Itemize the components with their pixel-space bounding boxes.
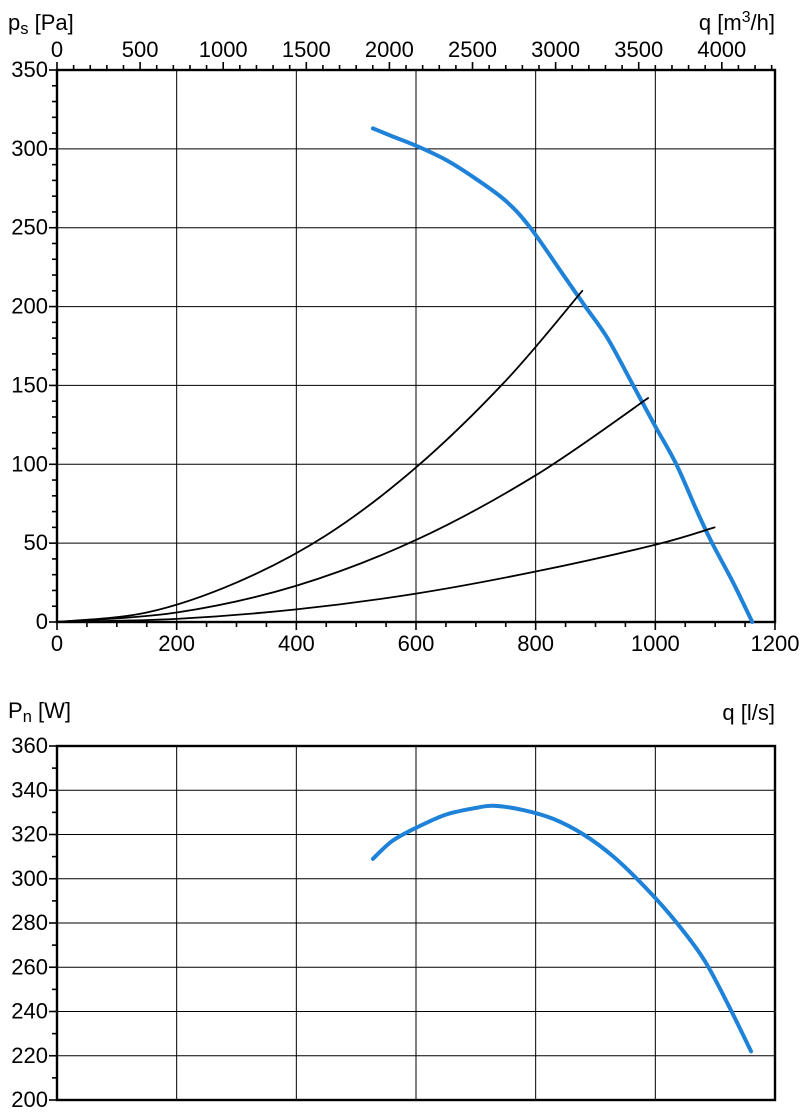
x-bottom-tick-label: 200	[158, 631, 195, 656]
x-bottom-tick-label: 1000	[631, 631, 680, 656]
pressure-axis-title-suffix: [Pa]	[28, 9, 74, 35]
y-tick-label: 320	[11, 822, 48, 847]
y-tick-label: 50	[24, 530, 48, 555]
y-tick-label: 250	[11, 215, 48, 240]
y-tick-label: 260	[11, 954, 48, 979]
y-tick-label: 300	[11, 136, 48, 161]
y-tick-label: 100	[11, 451, 48, 476]
x-top-tick-label: 500	[122, 37, 159, 62]
fan-curve	[370, 126, 755, 624]
x-top-tick-label: 1000	[199, 37, 248, 62]
power-vs-flow-chart: 200 220 240 260 280 300 320 340 360	[11, 733, 777, 1112]
flow-m3h-axis-title-suffix: /h]	[750, 9, 775, 35]
x-top-tick-label: 3500	[614, 37, 663, 62]
x-top-tick-label: 4000	[697, 37, 746, 62]
plot-frame	[55, 744, 777, 1102]
flow-ls-axis-title: q [l/s]	[722, 696, 775, 731]
y-tick-label: 220	[11, 1043, 48, 1068]
x-top-tick-label: 1500	[282, 37, 331, 62]
plot-frame	[55, 68, 777, 624]
power-axis-title-sub: n	[22, 708, 32, 727]
y-tick-label: 240	[11, 999, 48, 1024]
y-tick-label: 150	[11, 372, 48, 397]
power-axis-title: Pn [W]	[8, 694, 71, 729]
y-tick-label: 280	[11, 910, 48, 935]
x-top-tick-label: 2500	[448, 37, 497, 62]
power-axis-title-prefix: P	[8, 697, 23, 723]
y-tick-label: 0	[36, 609, 48, 634]
system-curve-1	[56, 289, 584, 623]
x-top-tick-label: 2000	[365, 37, 414, 62]
system-curve-2	[56, 397, 650, 623]
pressure-axis-title-sub: s	[20, 20, 29, 39]
x-bottom-tick-label: 800	[517, 631, 554, 656]
flow-m3h-axis-title-sup: 3	[741, 9, 751, 26]
x-bottom-tick-label: 0	[51, 631, 63, 656]
flow-m3h-axis-title-prefix: q [m	[698, 9, 742, 35]
system-curve-3	[56, 526, 716, 623]
x-top-tick-label: 0	[51, 37, 63, 62]
y-tick-label: 360	[11, 733, 48, 758]
y-tick-label: 200	[11, 1087, 48, 1112]
x-bottom-tick-label: 1200	[751, 631, 800, 656]
y-tick-label: 300	[11, 866, 48, 891]
power-curve	[370, 803, 754, 1054]
x-top-tick-label: 3000	[531, 37, 580, 62]
y-tick-label: 350	[11, 57, 48, 82]
x-bottom-tick-label: 400	[278, 631, 315, 656]
flow-ls-axis-title-prefix: q [l/s]	[722, 699, 775, 725]
x-bottom-tick-label: 600	[398, 631, 435, 656]
pressure-axis-title: ps [Pa]	[8, 6, 74, 41]
y-tick-label: 340	[11, 777, 48, 802]
flow-m3h-axis-title: q [m3/h]	[699, 6, 775, 41]
pressure-axis-title-prefix: p	[8, 9, 21, 35]
power-axis-title-suffix: [W]	[31, 697, 71, 723]
y-tick-label: 200	[11, 294, 48, 319]
